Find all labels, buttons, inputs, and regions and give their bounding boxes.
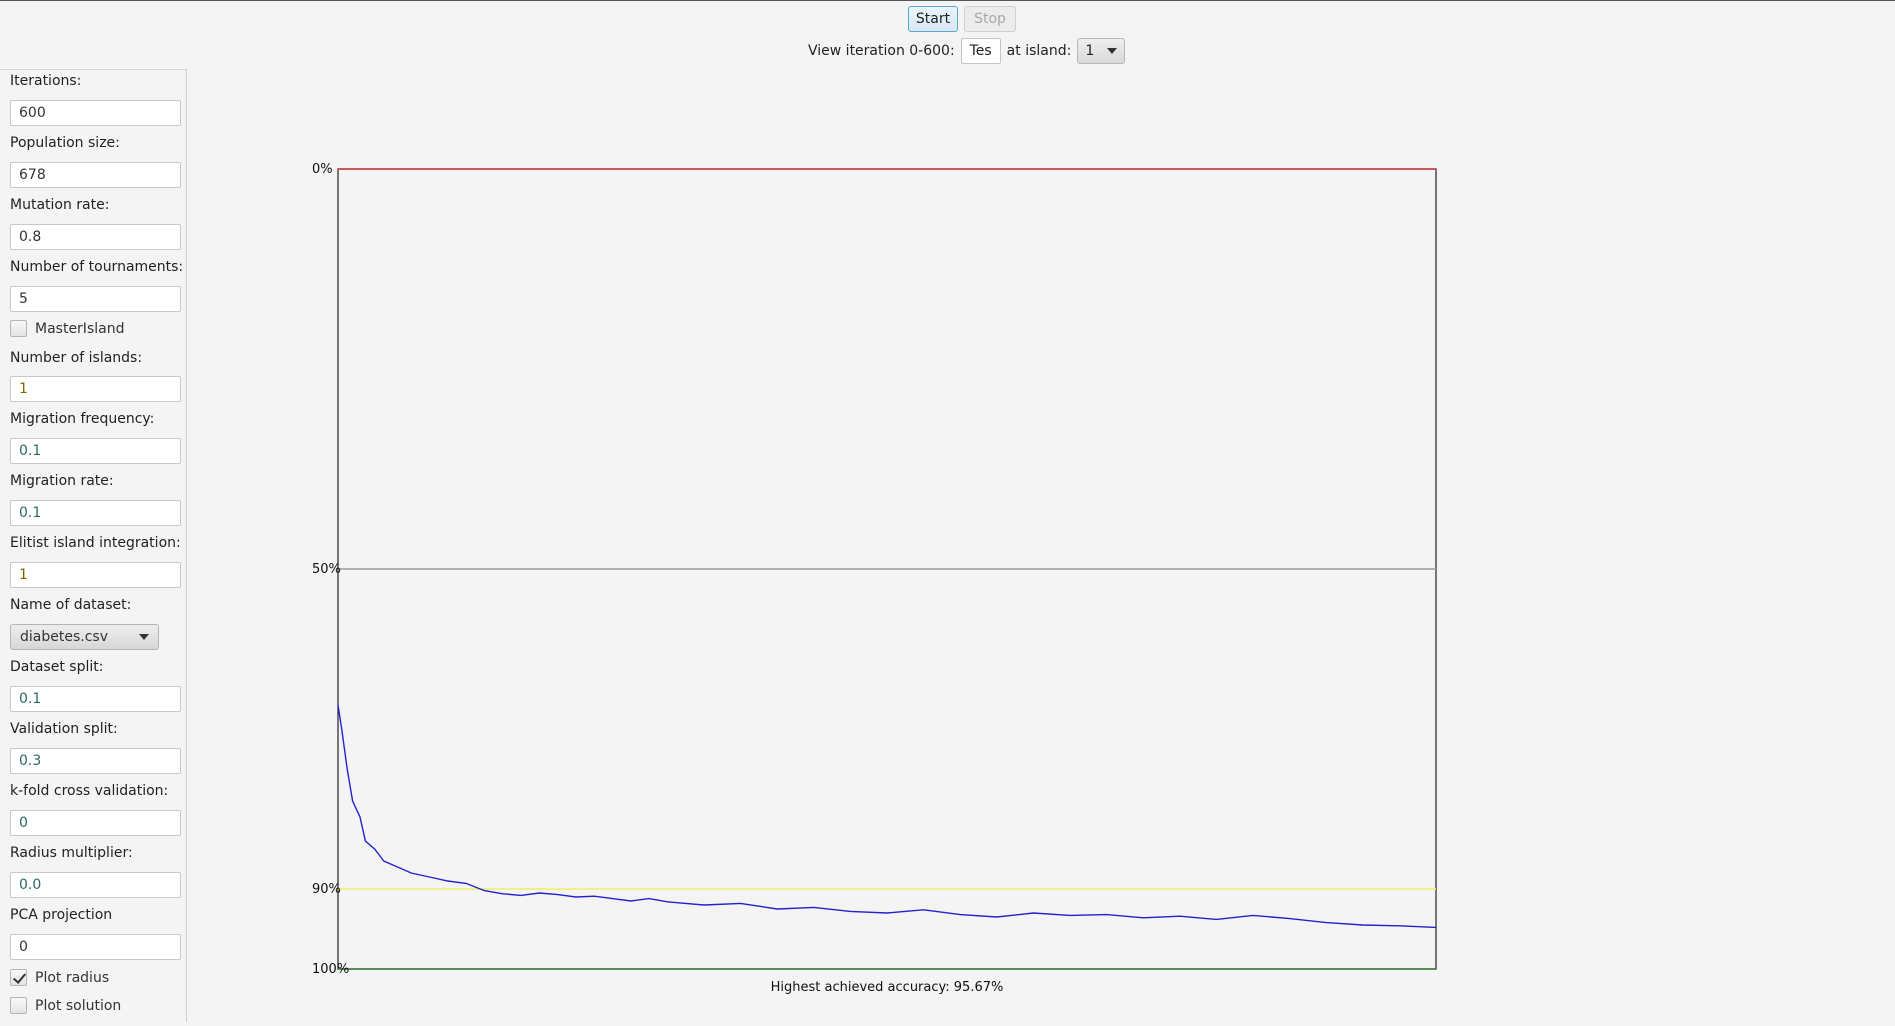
accuracy-chart: 0% 50% 90% 100% Highest achieved accuracy: 9… xyxy=(188,69,1895,1022)
migration-frequency-input[interactable]: 0.1 xyxy=(10,438,181,464)
y-tick-label-2: 90% xyxy=(312,882,341,897)
island-label: at island: xyxy=(1006,43,1072,59)
plot-radius-toggle[interactable]: Plot radius xyxy=(10,969,109,986)
island-select-value: 1 xyxy=(1085,43,1095,59)
migration-frequency-label: Migration frequency: xyxy=(10,411,155,427)
series-line-0 xyxy=(337,704,1437,929)
stop-button[interactable]: Stop xyxy=(964,6,1016,32)
dataset-split-input[interactable]: 0.1 xyxy=(10,686,181,712)
migration-rate-label: Migration rate: xyxy=(10,473,114,489)
view-iteration-input[interactable]: Tes xyxy=(960,38,1001,64)
validation-split-label: Validation split: xyxy=(10,721,118,737)
validation-split-input[interactable]: 0.3 xyxy=(10,748,181,774)
window-top-border xyxy=(0,0,1895,1)
population-size-input[interactable]: 678 xyxy=(10,162,181,188)
elitist-integration-label: Elitist island integration: xyxy=(10,535,181,551)
accuracy-chart-svg: 0% 50% 90% 100% Highest achieved accuracy: 9… xyxy=(312,162,1437,995)
islands-input[interactable]: 1 xyxy=(10,376,181,402)
tournaments-label: Number of tournaments: xyxy=(10,259,184,275)
plot-solution-toggle[interactable]: Plot solution xyxy=(10,997,121,1014)
radius-multiplier-label: Radius multiplier: xyxy=(10,845,133,861)
accuracy-caption: Highest achieved accuracy: 95.67% xyxy=(771,980,1004,995)
pca-projection-input[interactable]: 0 xyxy=(10,934,181,960)
view-iteration-row: View iteration 0-600: Tes at island: 1 xyxy=(808,38,1126,64)
dataset-select[interactable]: diabetes.csv xyxy=(10,624,159,650)
y-tick-label-3: 100% xyxy=(312,962,349,977)
mutation-rate-label: Mutation rate: xyxy=(10,197,110,213)
plot-solution-label: Plot solution xyxy=(35,997,122,1014)
chevron-down-icon xyxy=(139,634,149,640)
settings-sidebar: Iterations: 600 Population size: 678 Mut… xyxy=(0,69,187,1022)
tournaments-input[interactable]: 5 xyxy=(10,286,181,312)
kfold-input[interactable]: 0 xyxy=(10,810,181,836)
chevron-down-icon xyxy=(1107,48,1118,54)
mutation-rate-input[interactable]: 0.8 xyxy=(10,224,181,250)
master-island-toggle[interactable]: MasterIsland xyxy=(10,320,124,337)
radius-multiplier-input[interactable]: 0.0 xyxy=(10,872,181,898)
run-controls: Start Stop xyxy=(908,6,1016,32)
y-tick-label-0: 0% xyxy=(312,162,333,177)
iterations-input[interactable]: 600 xyxy=(10,100,181,126)
plot-radius-checkbox[interactable] xyxy=(10,969,27,986)
elitist-integration-input[interactable]: 1 xyxy=(10,562,181,588)
pca-projection-label: PCA projection xyxy=(10,907,113,923)
kfold-label: k-fold cross validation: xyxy=(10,783,169,799)
master-island-checkbox[interactable] xyxy=(10,320,27,337)
y-tick-label-1: 50% xyxy=(312,562,341,577)
iterations-label: Iterations: xyxy=(10,73,82,89)
master-island-label: MasterIsland xyxy=(35,320,125,337)
population-size-label: Population size: xyxy=(10,135,120,151)
plot-radius-label: Plot radius xyxy=(35,969,110,986)
island-select[interactable]: 1 xyxy=(1077,38,1126,64)
plot-solution-checkbox[interactable] xyxy=(10,997,27,1014)
view-iteration-label: View iteration 0-600: xyxy=(808,43,955,59)
dataset-split-label: Dataset split: xyxy=(10,659,104,675)
dataset-select-value: diabetes.csv xyxy=(20,629,108,645)
dataset-name-label: Name of dataset: xyxy=(10,597,132,613)
start-button[interactable]: Start xyxy=(908,6,958,32)
islands-label: Number of islands: xyxy=(10,350,143,366)
migration-rate-input[interactable]: 0.1 xyxy=(10,500,181,526)
